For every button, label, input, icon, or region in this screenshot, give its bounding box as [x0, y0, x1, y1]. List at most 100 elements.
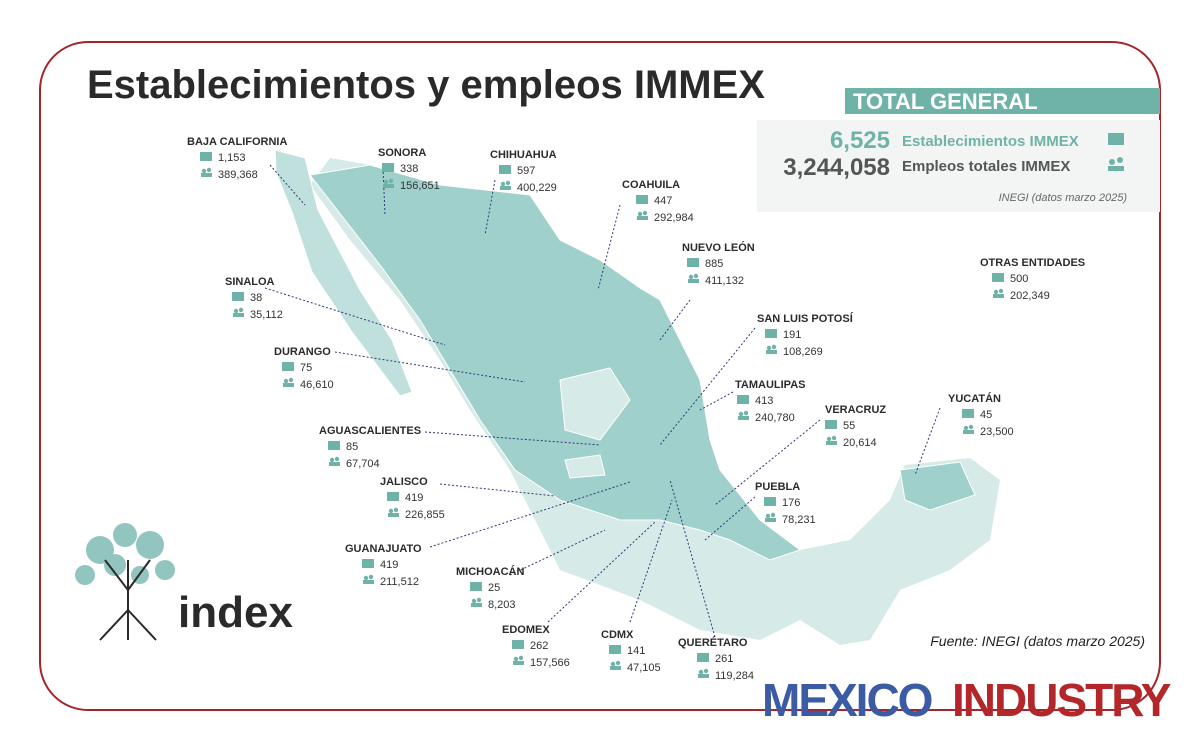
- icon-building: [687, 258, 699, 267]
- icon-people: [698, 674, 709, 678]
- icon-people: [993, 294, 1004, 298]
- leader-line: [669, 479, 716, 638]
- icon-people: [329, 457, 335, 463]
- icon-people: [693, 273, 699, 279]
- state-name: SONORA: [378, 147, 426, 159]
- leader-line: [659, 327, 756, 446]
- state-name: PUEBLA: [755, 481, 800, 493]
- icon-people: [383, 179, 389, 185]
- icon-people: [383, 184, 394, 188]
- icon-people: [968, 424, 974, 430]
- icon-people: [826, 436, 832, 442]
- icon-people: [363, 575, 369, 581]
- icon-people: [476, 597, 482, 603]
- logo-text: index: [178, 588, 293, 637]
- icon-people: [505, 180, 511, 186]
- icon-people: [826, 441, 837, 445]
- state-establishments: 419: [405, 492, 423, 504]
- icon-building: [512, 640, 524, 649]
- state-establishments: 25: [488, 582, 500, 594]
- state-establishments: 85: [346, 441, 358, 453]
- icon-building: [470, 582, 482, 591]
- icon-people: [283, 383, 294, 387]
- icon-people: [288, 377, 294, 383]
- logo-tree: [75, 523, 175, 585]
- icon-people: [688, 274, 694, 280]
- state-employment: 20,614: [843, 437, 877, 449]
- icon-people: [738, 411, 744, 417]
- state-name: OTRAS ENTIDADES: [980, 257, 1085, 269]
- icon-building: [697, 653, 709, 662]
- icon-people: [1108, 157, 1124, 171]
- icon-building: [1108, 133, 1124, 145]
- icon-people: [771, 344, 777, 350]
- state-name: MICHOACÁN: [456, 565, 524, 578]
- icon-building: [737, 395, 749, 404]
- state-name: EDOMEX: [502, 624, 550, 636]
- state-name: AGUASCALIENTES: [319, 425, 421, 437]
- icon-people: [388, 513, 399, 517]
- icon-people: [642, 210, 648, 216]
- icon-building: [382, 163, 394, 172]
- leader-line: [334, 351, 526, 383]
- icon-building: [636, 195, 648, 204]
- leader-line: [429, 481, 631, 548]
- leader-line: [484, 179, 496, 236]
- icon-people: [201, 173, 212, 177]
- state-name: VERACRUZ: [825, 404, 886, 416]
- icon-people: [329, 462, 340, 466]
- icon-people: [766, 345, 772, 351]
- icon-building: [362, 559, 374, 568]
- state-employment: 47,105: [627, 662, 661, 674]
- icon-people: [500, 181, 506, 187]
- map: [274, 149, 1000, 645]
- icon-people: [738, 416, 749, 420]
- state-employment: 35,112: [250, 309, 283, 321]
- leader-line: [659, 299, 691, 341]
- icon-people: [993, 289, 999, 295]
- icon-people: [363, 580, 374, 584]
- leader-line: [547, 521, 656, 623]
- state-establishments: 1,153: [218, 152, 246, 164]
- icon-people: [698, 669, 704, 675]
- state-establishments: 338: [400, 163, 418, 175]
- map-inner: [559, 367, 631, 479]
- icon-people: [766, 350, 777, 354]
- icon-building: [992, 273, 1004, 282]
- icon-people: [518, 655, 524, 661]
- icon-building: [282, 362, 294, 371]
- icon-building: [825, 420, 837, 429]
- state-establishments: 55: [843, 420, 855, 432]
- state-employment: 292,984: [654, 212, 694, 224]
- state-name: DURANGO: [274, 346, 331, 358]
- leader-line: [269, 164, 306, 206]
- icon-building: [962, 409, 974, 418]
- state-establishments: 597: [517, 165, 535, 177]
- icon-people: [233, 308, 239, 314]
- state-employment: 202,349: [1010, 290, 1050, 302]
- icon-people: [513, 656, 519, 662]
- total-employment-label: Empleos totales IMMEX: [902, 158, 1070, 175]
- title: Establecimientos y empleos IMMEX: [87, 63, 765, 107]
- state-employment: 389,368: [218, 169, 258, 181]
- state-employment: 8,203: [488, 599, 516, 611]
- icon-building: [764, 497, 776, 506]
- state-name: SINALOA: [225, 276, 275, 288]
- state-establishments: 191: [783, 329, 801, 341]
- icon-people: [500, 186, 511, 190]
- state-establishments: 45: [980, 409, 992, 421]
- state-name: YUCATÁN: [948, 392, 1001, 405]
- state-employment: 46,610: [300, 379, 334, 391]
- leader-line: [509, 529, 606, 576]
- icon-people: [963, 425, 969, 431]
- icon-people: [963, 430, 974, 434]
- leader-line: [424, 431, 601, 446]
- map-yucatan: [899, 461, 976, 511]
- icon-people: [615, 660, 621, 666]
- state-employment: 156,651: [400, 180, 440, 192]
- icon-people: [388, 178, 394, 184]
- leader-line: [714, 419, 821, 506]
